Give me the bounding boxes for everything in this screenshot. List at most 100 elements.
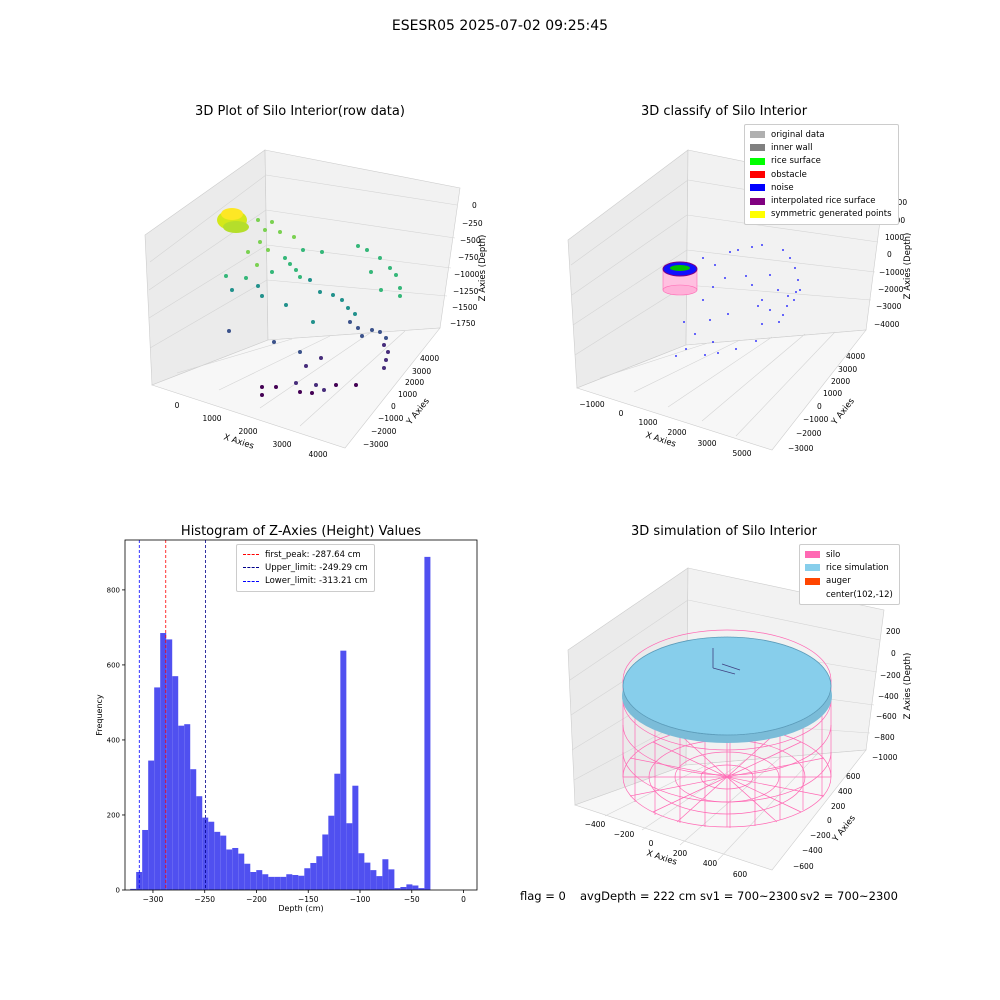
hist-bar (142, 829, 149, 890)
p2-ztick: 1000 (885, 233, 904, 242)
plot1-panes (144, 149, 461, 449)
hist-ytick-label: 400 (107, 736, 120, 744)
legend-item: interpolated rice surface (750, 194, 892, 207)
plot2-3d-axes: −1000 0 1000 2000 3000 4000 5000 4000 30… (567, 149, 913, 458)
p1-ytick: −1000 (378, 414, 404, 423)
hist-bar (328, 815, 335, 890)
hist-bar (382, 859, 389, 890)
p2-xtick: 5000 (732, 449, 751, 458)
plot1-grid (148, 174, 458, 427)
histogram-chart: −300 −250 −200 −150 −100 −50 0 0 200 400 600 800 D… (95, 539, 478, 913)
legend-swatch (805, 577, 820, 585)
plot1-zlabel: Z Axies (Depth) (478, 235, 488, 302)
plot1-points (217, 208, 402, 397)
hist-xlabel: Depth (cm) (278, 904, 323, 913)
footer-sv1: sv1 = 700~2300 (700, 889, 798, 903)
hist-bar (226, 849, 233, 890)
p1-ztick: −1000 (454, 270, 480, 279)
figure-title: ESESR05 2025-07-02 09:25:45 (391, 18, 609, 34)
legend-item: center(102,-12) (826, 589, 893, 600)
p1-xtick: 4000 (308, 450, 327, 459)
footer-sv2: sv2 = 700~2300 (800, 889, 898, 903)
legend-swatch (750, 171, 765, 179)
hist-xtick-label: −150 (298, 895, 319, 904)
hist-bar (298, 875, 305, 890)
hist-ytick-label: 600 (107, 661, 120, 669)
hist-bar (274, 876, 281, 890)
hist-yticks: 0 200 400 600 800 (107, 586, 125, 895)
p1-ztick: −500 (460, 236, 481, 245)
p4-ztick: −600 (876, 712, 897, 721)
hist-bar (256, 870, 263, 890)
hist-bar (130, 888, 137, 890)
hist-bar (334, 773, 341, 890)
hist-bar (304, 868, 311, 890)
hist-bar (238, 853, 245, 890)
hist-bar (292, 874, 299, 890)
hist-bar (160, 633, 167, 890)
legend-item: original data (750, 128, 892, 141)
hist-bar (172, 676, 179, 890)
hist-bar (400, 886, 407, 890)
hist-ytick-label: 800 (107, 586, 120, 594)
hist-bar (358, 853, 365, 890)
hist-bars (130, 556, 431, 890)
hist-bar (232, 847, 239, 890)
p4-ytick: 200 (831, 802, 846, 811)
hist-legend: first_peak: -287.64 cm Upper_limit: -249… (236, 544, 375, 592)
p4-xtick: −400 (585, 820, 606, 829)
hist-xtick-label: −250 (194, 895, 215, 904)
legend-item: rice simulation (805, 561, 893, 574)
hist-ytick-label: 0 (116, 887, 120, 895)
hist-bar (286, 874, 293, 890)
p1-ztick: 0 (472, 201, 477, 210)
hist-bar (154, 687, 161, 890)
p2-ytick: −2000 (796, 429, 822, 438)
p2-ztick: −3000 (876, 302, 902, 311)
p1-ytick: −2000 (371, 427, 397, 436)
legend-item: silo (805, 548, 893, 561)
hist-bar (322, 834, 329, 890)
p4-ytick: 600 (846, 772, 861, 781)
p2-ytick: −1000 (803, 415, 829, 424)
plot1-3d-axes: 0 1000 2000 3000 4000 4000 3000 2000 100… (144, 149, 488, 459)
p4-xtick: 200 (673, 849, 688, 858)
hist-bar (376, 876, 383, 890)
p4-ytick: 400 (838, 787, 853, 796)
p2-ytick: 1000 (823, 389, 842, 398)
footer-avg-depth: avgDepth = 222 cm (580, 889, 697, 903)
legend-swatch (750, 197, 765, 205)
hist-bar (196, 796, 203, 890)
hist-xtick-label: −300 (143, 895, 164, 904)
p2-xtick: 0 (619, 409, 624, 418)
p4-ztick: 0 (891, 649, 896, 658)
plot2-grid (570, 179, 882, 437)
legend-swatch (750, 144, 765, 152)
p2-xtick: −1000 (579, 400, 605, 409)
plot4-auger (712, 648, 741, 675)
legend-line (243, 554, 259, 556)
p2-xtick: 1000 (638, 418, 657, 427)
p4-ytick: −200 (810, 831, 831, 840)
hist-bar (208, 821, 215, 890)
plot1-title: 3D Plot of Silo Interior(row data) (195, 104, 405, 119)
legend-item: auger (805, 575, 893, 588)
p4-ztick: −1000 (872, 753, 898, 762)
plot1-ylabel: Y Axies (404, 396, 432, 428)
hist-bar (346, 823, 353, 890)
legend-swatch (805, 564, 820, 572)
p4-ytick: 0 (827, 816, 832, 825)
p2-ytick: 4000 (846, 352, 865, 361)
p4-xtick: 400 (703, 859, 718, 868)
hist-frame (124, 539, 478, 891)
p4-xtick: 600 (733, 870, 748, 879)
hist-ylabel: Frequency (95, 694, 104, 736)
p4-ytick: −400 (802, 846, 823, 855)
p1-xtick: 1000 (202, 414, 221, 423)
p2-noise-points (675, 244, 801, 357)
p2-ytick: 3000 (838, 365, 857, 374)
p2-ztick: −4000 (874, 320, 900, 329)
plot1-ticks: 0 1000 2000 3000 4000 4000 3000 2000 100… (175, 201, 483, 459)
plot2-zlabel: Z Axies (Depth) (903, 233, 913, 300)
p1-xtick: 3000 (272, 440, 291, 449)
